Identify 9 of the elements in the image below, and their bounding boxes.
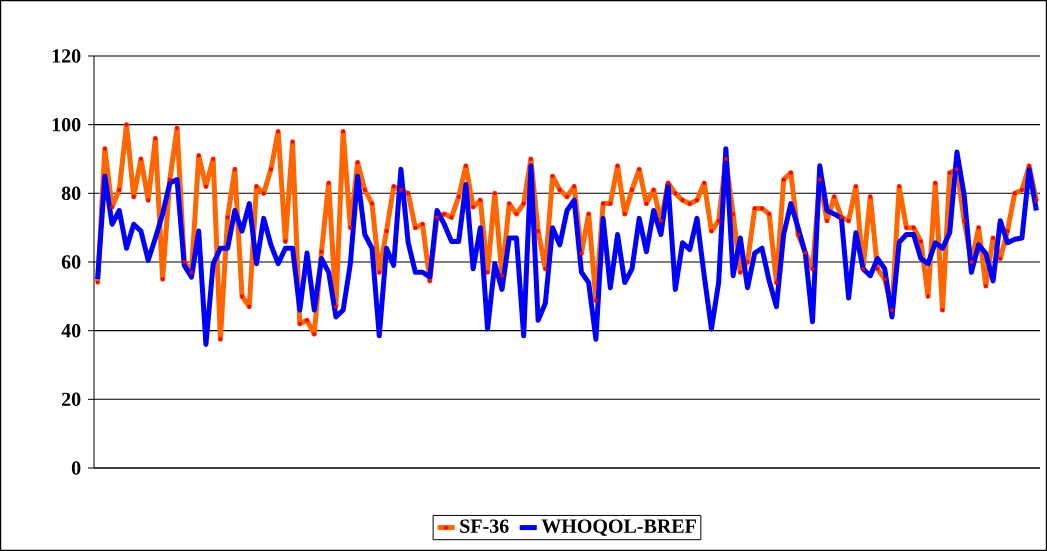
y-tick-label: 80 bbox=[61, 186, 81, 201]
y-tick-label: 0 bbox=[71, 461, 81, 475]
y-tick-label: 100 bbox=[52, 117, 81, 132]
y-tick-label: 40 bbox=[61, 323, 81, 338]
y-tick-label: 120 bbox=[52, 49, 81, 63]
legend-label: WHOQOL-BREF bbox=[541, 519, 696, 536]
legend-label: SF-36 bbox=[460, 519, 509, 533]
y-tick-label: 20 bbox=[62, 392, 81, 407]
y-tick-label: 60 bbox=[61, 255, 81, 269]
